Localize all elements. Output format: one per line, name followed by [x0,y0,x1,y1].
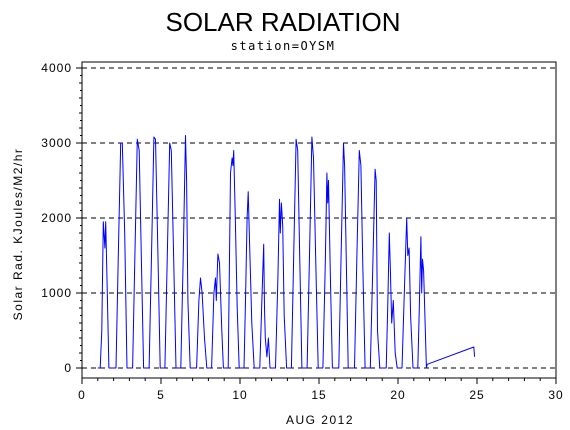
series-line-solar-radiation [97,135,476,369]
x-tick-label: 25 [469,388,484,402]
axes [81,61,557,379]
plot-frame [81,61,557,379]
y-tick-label: 2000 [41,211,72,225]
x-tick-label: 0 [78,388,86,402]
x-axis-label: AUG 2012 [286,413,354,427]
y-tick-label: 0 [64,361,72,375]
y-tick-label: 3000 [41,136,72,150]
y-axis-label: Solar Rad. KJoules/M2/hr [11,148,25,321]
x-tick-label: 10 [232,388,247,402]
y-tick-label: 4000 [41,61,72,75]
x-tick-label: 5 [157,388,165,402]
x-tick-label: 15 [311,388,326,402]
series-layer [97,135,476,369]
grid-lines [82,67,556,369]
x-tick-label: 30 [548,388,563,402]
chart-subtitle: station=OYSM [231,39,336,53]
y-tick-label: 1000 [41,286,72,300]
ticks: 0 1000 2000 3000 4000 0 5 10 15 20 25 30 [41,61,563,402]
x-tick-label: 20 [390,388,405,402]
chart-title: SOLAR RADIATION [165,7,400,37]
